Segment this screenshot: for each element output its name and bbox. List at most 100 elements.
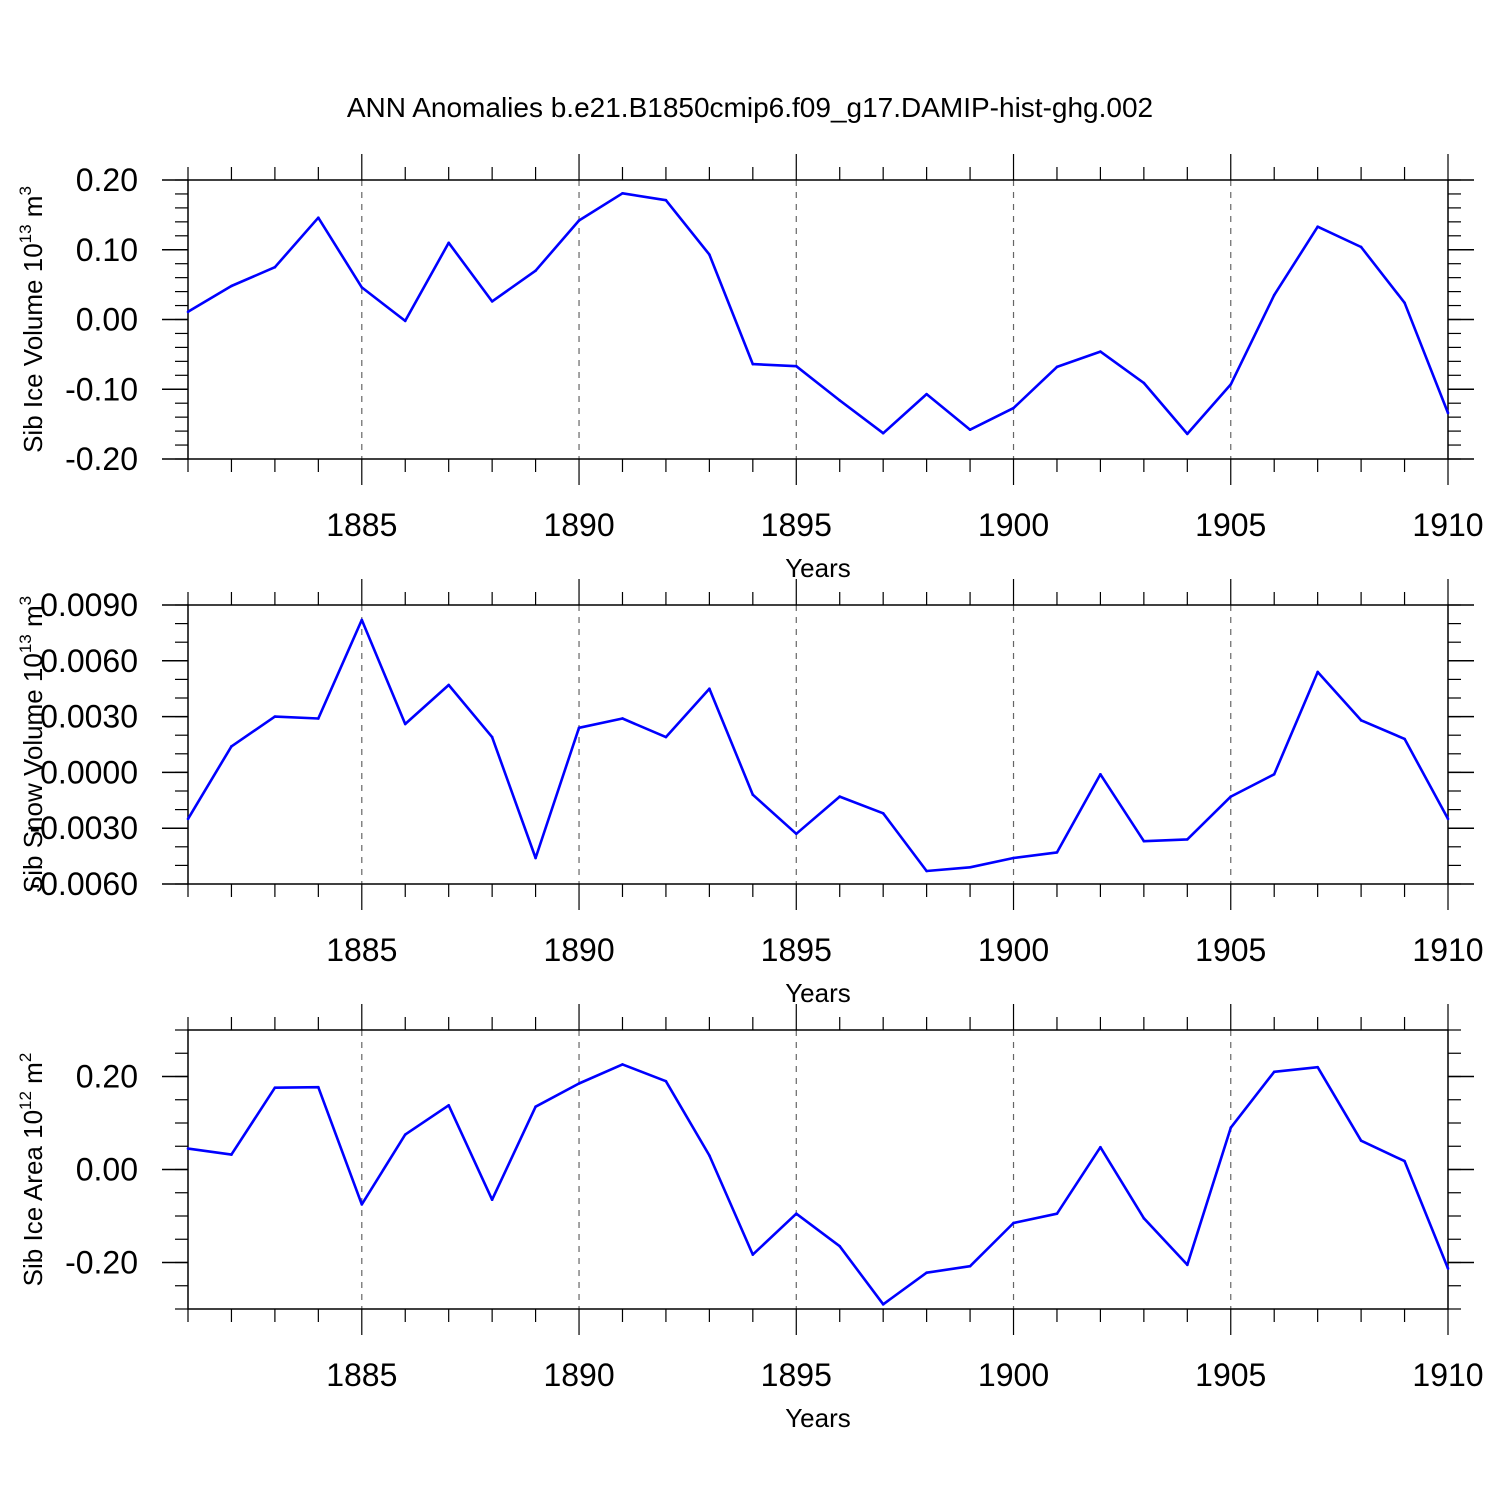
- plot-frame: [187, 604, 1449, 885]
- data-point: [186, 1147, 190, 1150]
- data-point: [1403, 737, 1406, 741]
- data-point: [751, 793, 755, 797]
- data-point: [1359, 719, 1363, 722]
- x-tick-label: 1890: [543, 507, 614, 543]
- data-point: [968, 428, 972, 432]
- data-point: [317, 216, 320, 219]
- data-point: [403, 1133, 407, 1136]
- y-tick-label: 0.20: [76, 1059, 138, 1095]
- panel-3: -0.20 0.00 0.20 1885 1890 1895 1900 1905 1910 Yea…: [16, 1004, 1484, 1433]
- chart-panels: -0.20 -0.10 0.00 0.10 0.20 1885 1890 1895 1900 19…: [16, 154, 1484, 1433]
- data-point: [360, 286, 364, 289]
- data-point: [1142, 1217, 1146, 1220]
- x-tick-label: 1900: [978, 507, 1049, 543]
- data-point: [1316, 670, 1319, 674]
- data-point: [1446, 1267, 1450, 1270]
- y-tick-label: 0.0090: [40, 587, 138, 623]
- data-point: [490, 1198, 494, 1202]
- data-point: [664, 198, 668, 202]
- data-point: [1142, 381, 1146, 385]
- x-tick-label: 1885: [326, 932, 397, 968]
- data-point: [447, 241, 450, 245]
- data-point: [403, 319, 407, 323]
- y-axis-label: Sib Ice Volume 1013 m3: [16, 186, 48, 453]
- plot-frame: [187, 179, 1449, 460]
- data-point: [273, 1086, 277, 1089]
- data-point: [1403, 1159, 1406, 1163]
- data-point: [577, 1082, 581, 1085]
- y-tick-label: 0.00: [76, 1152, 138, 1188]
- data-point: [1012, 406, 1015, 410]
- data-point: [1186, 432, 1189, 436]
- data-point: [1055, 365, 1059, 369]
- data-point: [1012, 1221, 1015, 1225]
- y-axis-label: Sib Ice Area 1012 m2: [16, 1053, 48, 1287]
- y-tick-label: 0.0060: [40, 643, 138, 679]
- data-point: [1055, 851, 1059, 854]
- data-point: [838, 399, 842, 402]
- data-point: [1186, 838, 1189, 841]
- y-tick-label: -0.0060: [29, 866, 138, 902]
- data-point: [186, 817, 190, 821]
- data-point: [534, 269, 537, 272]
- x-tick-label: 1905: [1195, 507, 1266, 543]
- data-point: [1099, 772, 1102, 776]
- data-point: [838, 1244, 842, 1248]
- data-point: [360, 618, 364, 622]
- y-tick-label: -0.0030: [29, 810, 138, 846]
- series-line: [187, 192, 1450, 436]
- data-point: [794, 1212, 798, 1215]
- x-axis-label: Years: [785, 553, 851, 583]
- data-point: [1359, 245, 1363, 249]
- x-tick-label: 1900: [978, 1357, 1049, 1393]
- data-point: [1229, 795, 1233, 798]
- x-tick-label: 1890: [543, 1357, 614, 1393]
- data-point: [273, 265, 277, 269]
- data-point: [230, 745, 233, 748]
- data-point: [317, 717, 320, 720]
- x-tick-label: 1900: [978, 932, 1049, 968]
- data-point: [577, 726, 581, 730]
- data-point: [621, 191, 624, 195]
- x-tick-label: 1890: [543, 932, 614, 968]
- data-point: [577, 219, 581, 222]
- data-point: [360, 1203, 364, 1206]
- data-point: [1142, 839, 1146, 843]
- data-point: [621, 1063, 624, 1066]
- data-point: [1446, 817, 1450, 821]
- data-point: [447, 1104, 450, 1107]
- data-point: [534, 856, 537, 860]
- data-point: [1403, 301, 1406, 305]
- data-point: [751, 362, 755, 366]
- data-point: [273, 715, 277, 718]
- data-point: [664, 735, 668, 739]
- x-tick-label: 1895: [761, 932, 832, 968]
- data-point: [230, 1153, 233, 1156]
- data-point: [1272, 1070, 1276, 1074]
- x-tick-label: 1905: [1195, 1357, 1266, 1393]
- data-point: [1012, 856, 1015, 860]
- data-point: [1099, 350, 1102, 353]
- panel-1: -0.20 -0.10 0.00 0.10 0.20 1885 1890 1895 1900 19…: [16, 154, 1484, 583]
- x-tick-label: 1910: [1412, 1357, 1483, 1393]
- data-point: [1272, 293, 1276, 297]
- data-point: [1359, 1139, 1363, 1142]
- chart-title: ANN Anomalies b.e21.B1850cmip6.f09_g17.D…: [347, 92, 1153, 123]
- data-point: [1099, 1145, 1102, 1149]
- data-point: [751, 1253, 755, 1256]
- data-point: [1316, 1065, 1319, 1069]
- data-point: [1446, 411, 1450, 415]
- x-tick-label: 1895: [761, 507, 832, 543]
- data-point: [403, 722, 407, 726]
- data-point: [317, 1085, 320, 1089]
- y-tick-label: -0.20: [65, 1245, 138, 1281]
- data-point: [621, 717, 624, 720]
- data-point: [534, 1105, 537, 1109]
- data-point: [1229, 383, 1233, 386]
- series-line: [186, 618, 1450, 873]
- y-axis-label: Sib Snow Volume 1013 m3: [16, 596, 48, 893]
- data-point: [1186, 1263, 1189, 1267]
- data-point: [881, 431, 885, 435]
- data-point: [447, 683, 450, 687]
- data-point: [708, 687, 711, 690]
